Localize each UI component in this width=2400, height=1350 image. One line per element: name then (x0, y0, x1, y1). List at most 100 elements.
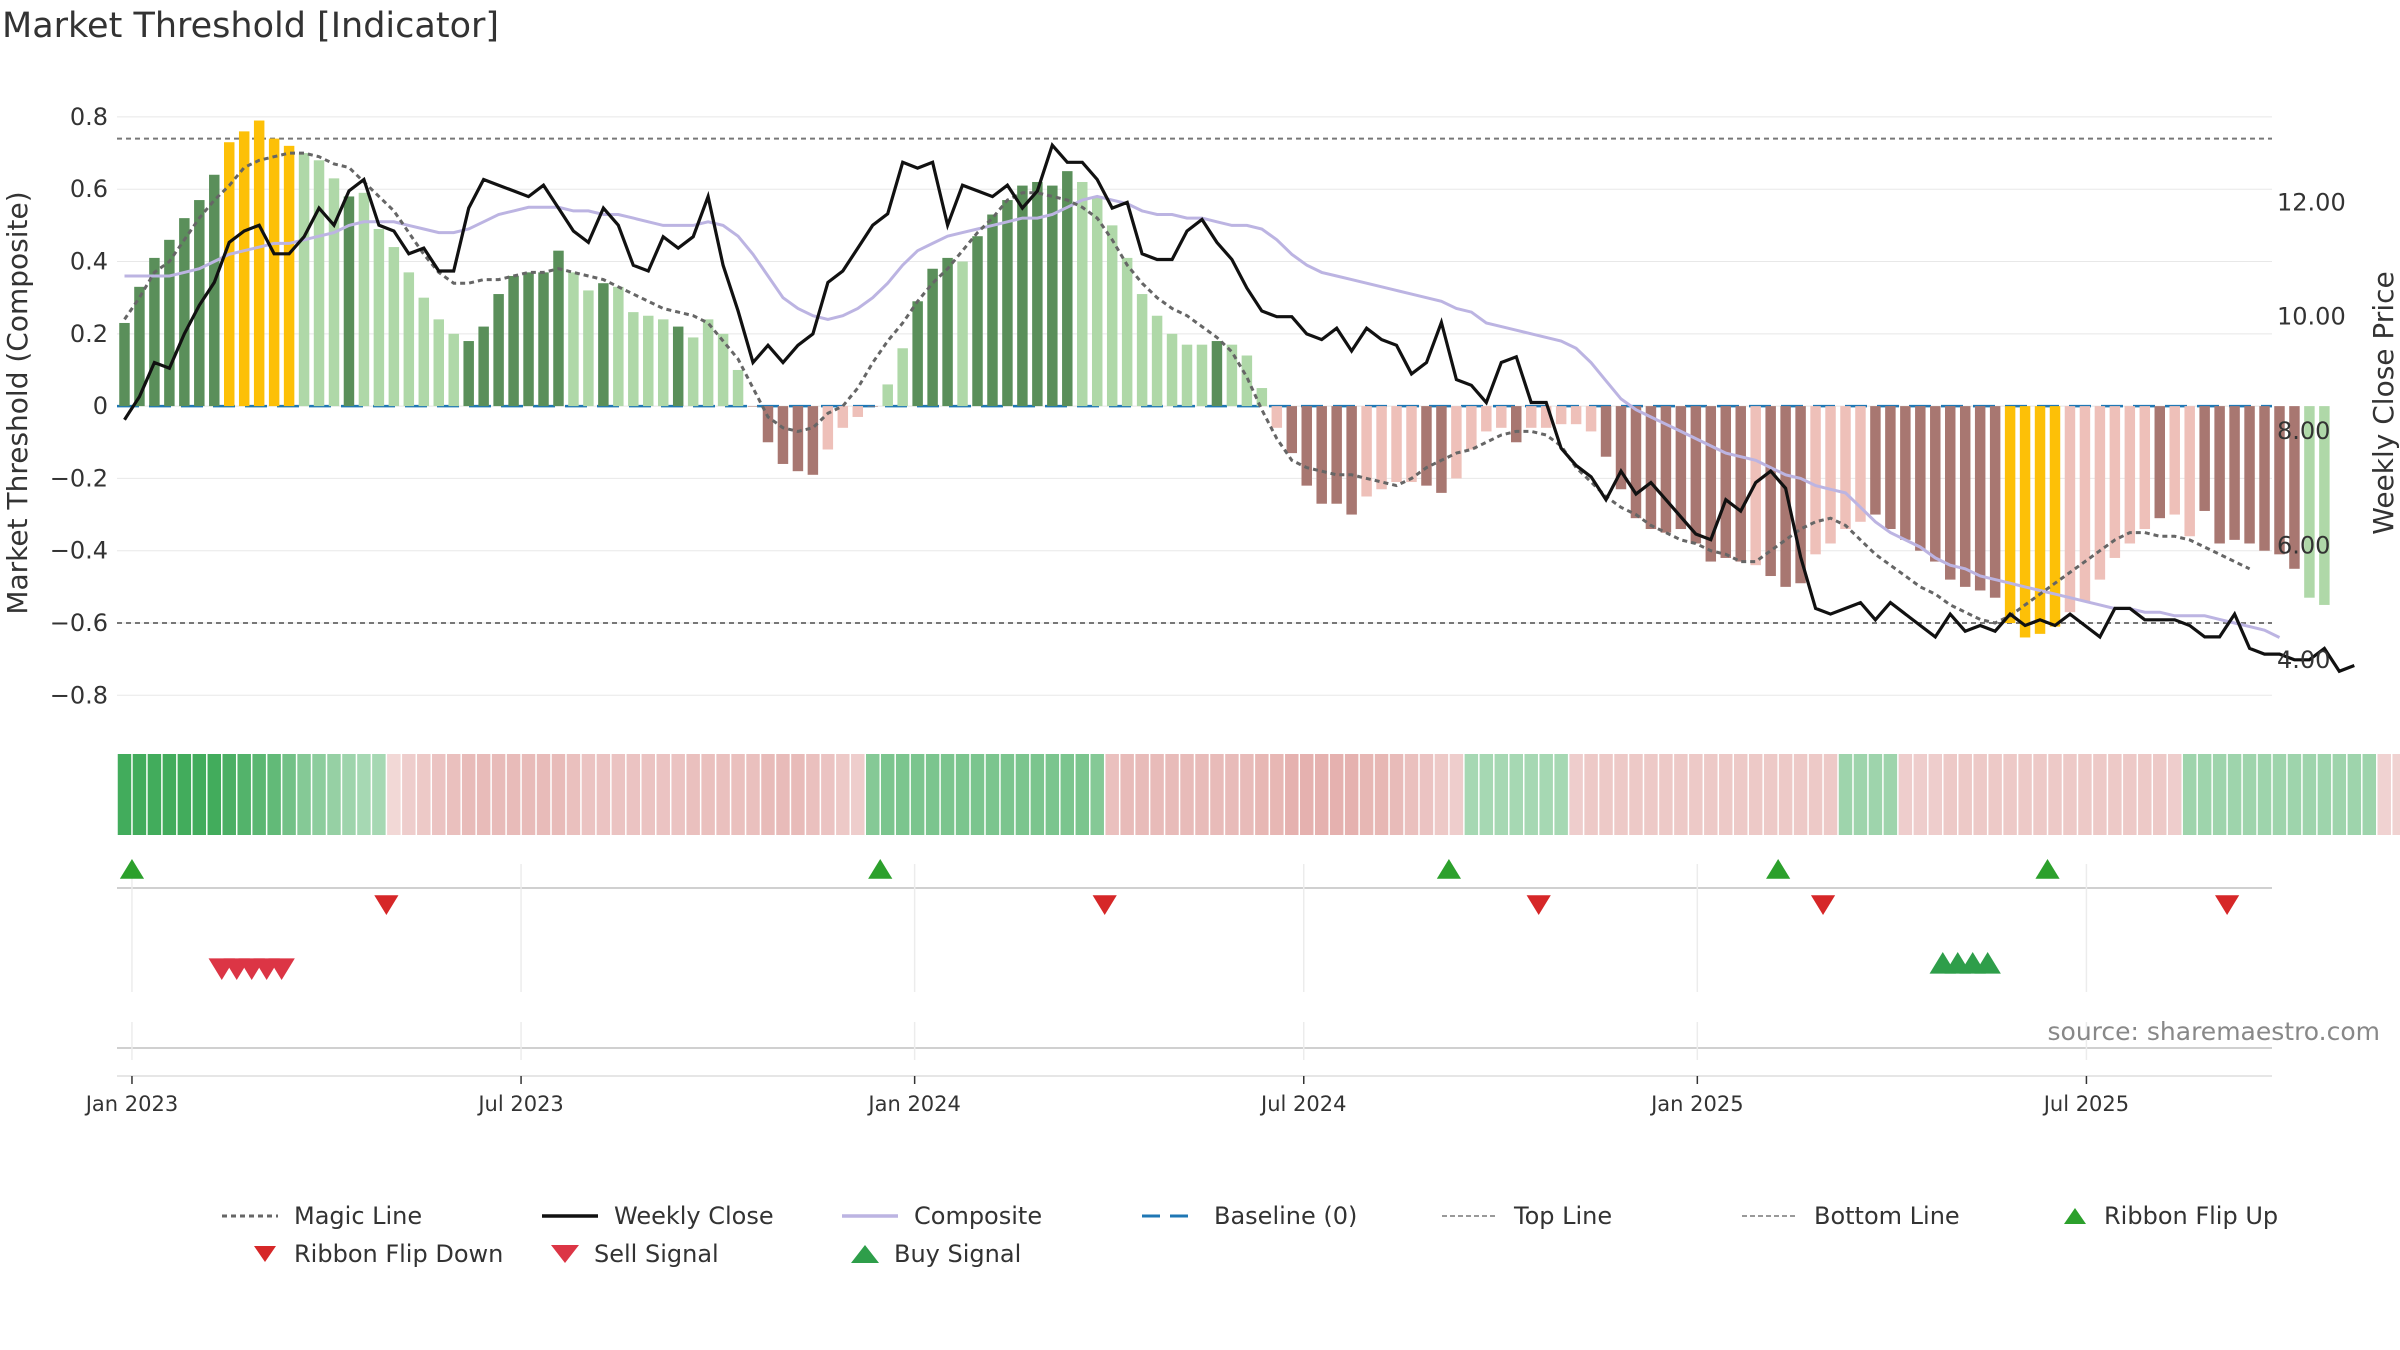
x-tick-label: Jan 2023 (84, 1092, 179, 1116)
threshold-bar (972, 236, 983, 407)
legend-marker (1742, 1215, 1798, 1217)
threshold-bar (388, 247, 400, 407)
legend-item-label: Magic Line (294, 1202, 423, 1230)
ribbon-cell (1195, 754, 1209, 835)
threshold-bar (224, 142, 235, 407)
threshold-bar (1600, 406, 1612, 457)
y-left-tick-label: 0.4 (70, 248, 108, 276)
ribbon-flip-up-marker (119, 859, 145, 879)
legend-item: Magic Line (220, 1202, 422, 1230)
threshold-bar (1271, 406, 1283, 428)
threshold-bar (2304, 406, 2315, 598)
threshold-bar (2184, 406, 2195, 537)
ribbon-cell (1045, 754, 1060, 835)
ribbon-cell (1344, 754, 1359, 835)
threshold-bar (448, 333, 459, 407)
threshold-bar (1436, 406, 1447, 493)
ribbon-cell (1988, 754, 2002, 835)
ribbon-cell (177, 754, 192, 835)
legend-item: Weekly Close (540, 1202, 774, 1230)
threshold-bar (358, 192, 370, 407)
threshold-bar (747, 406, 759, 407)
ribbon-cell (2227, 754, 2242, 835)
threshold-bar (1241, 355, 1253, 407)
threshold-bar (1361, 406, 1372, 497)
threshold-bar (1032, 181, 1043, 407)
ribbon-cell (1913, 754, 1928, 835)
threshold-bar (2109, 406, 2121, 558)
y-left-tick-label: 0.8 (70, 103, 108, 131)
threshold-bar (1466, 406, 1477, 450)
threshold-bar (1615, 406, 1627, 490)
threshold-bar (1840, 406, 1851, 530)
ribbon-cell (1928, 754, 1943, 835)
ribbon-cell (2108, 754, 2122, 835)
threshold-bar (418, 297, 430, 407)
threshold-bar (2199, 406, 2210, 511)
legend-marker (551, 1245, 579, 1263)
ribbon-cell (461, 754, 476, 835)
threshold-bar (2259, 406, 2270, 551)
threshold-bar (2049, 406, 2061, 627)
y-left-tick-label: 0 (93, 392, 108, 420)
ribbon-cell (1778, 754, 1793, 835)
threshold-bar (1885, 406, 1896, 530)
ribbon-flip-down-marker (1526, 895, 1551, 915)
threshold-bar (1585, 406, 1597, 432)
threshold-bar (1346, 406, 1357, 515)
ribbon-cell (1015, 754, 1030, 835)
ribbon-cell (2167, 754, 2182, 835)
ribbon-cell (955, 754, 970, 835)
y-right-tick-label: 6.00 (2277, 531, 2330, 559)
threshold-bar (2154, 406, 2165, 519)
threshold-bar (1765, 406, 1776, 577)
signal-rows (117, 859, 2272, 1077)
ribbon-cell (2197, 754, 2212, 835)
y-right-tick-label: 8.00 (2277, 417, 2330, 445)
threshold-bar (1870, 406, 1881, 515)
threshold-bar (1406, 406, 1417, 483)
threshold-bar (2319, 406, 2330, 605)
ribbon-cell (1135, 754, 1149, 835)
threshold-bar (807, 406, 819, 475)
ribbon-cell (731, 754, 745, 835)
ribbon-cell (1105, 754, 1119, 835)
threshold-bar (643, 315, 654, 407)
legend-marker (842, 1214, 898, 1218)
legend-marker (254, 1246, 276, 1262)
magic-line (123, 151, 2251, 625)
threshold-bar (1106, 225, 1118, 407)
threshold-bar (2289, 406, 2300, 569)
threshold-bar (1047, 185, 1058, 407)
threshold-bar (657, 319, 669, 407)
ribbon-cell (1733, 754, 1748, 835)
threshold-bar (628, 312, 639, 407)
ribbon-cell (342, 754, 356, 835)
ribbon-cell (1434, 754, 1449, 835)
threshold-bar (762, 406, 774, 443)
threshold-bar (583, 290, 594, 407)
ribbon-cell (1180, 754, 1194, 835)
threshold-bar (1151, 315, 1163, 407)
ribbon-cell (821, 754, 835, 835)
x-tick-label: Jul 2023 (476, 1092, 563, 1116)
ribbon-cell (1060, 754, 1075, 835)
ribbon-cell (866, 754, 880, 835)
ribbon-cell (491, 754, 506, 835)
ribbon-cell (2257, 754, 2272, 835)
y-left-tick-label: 0.6 (70, 175, 108, 203)
threshold-bar (2214, 406, 2225, 544)
ribbon-cell (2302, 754, 2317, 835)
ribbon-cell (1584, 754, 1598, 835)
legend-item-label: Ribbon Flip Down (294, 1240, 504, 1268)
threshold-bar (209, 174, 220, 407)
threshold-bar (1720, 406, 1732, 558)
ribbon-cell (2347, 754, 2362, 835)
ribbon-cell (671, 754, 685, 835)
threshold-bar (2019, 406, 2031, 638)
threshold-bar (867, 406, 878, 407)
legend-item: Buy Signal (850, 1240, 1021, 1268)
ribbon-cell (1629, 754, 1643, 835)
ribbon-cell (1240, 754, 1254, 835)
threshold-bar (1705, 406, 1717, 562)
